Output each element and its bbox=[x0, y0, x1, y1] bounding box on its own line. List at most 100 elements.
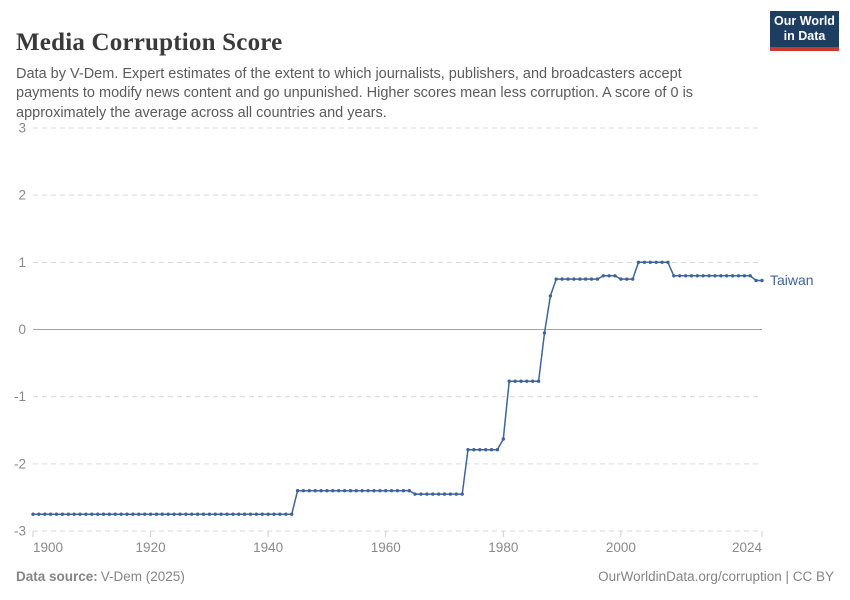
x-tick-label: 2000 bbox=[606, 540, 636, 555]
data-point bbox=[125, 512, 129, 516]
data-point bbox=[466, 448, 470, 452]
data-point bbox=[648, 260, 652, 264]
data-point bbox=[372, 489, 376, 493]
data-point bbox=[701, 274, 705, 278]
data-point bbox=[548, 294, 553, 298]
y-tick-label: 3 bbox=[18, 121, 26, 136]
y-tick-label: 2 bbox=[18, 188, 26, 203]
data-point bbox=[425, 492, 429, 496]
data-point bbox=[460, 492, 464, 496]
data-point bbox=[754, 278, 758, 283]
data-point bbox=[90, 512, 94, 516]
data-source-prefix: Data source: bbox=[16, 569, 98, 584]
data-point bbox=[201, 512, 206, 516]
data-point bbox=[190, 512, 194, 516]
data-point bbox=[448, 492, 453, 496]
x-tick-label: 1900 bbox=[33, 540, 63, 555]
data-point bbox=[578, 277, 582, 281]
data-point bbox=[695, 274, 699, 278]
data-point bbox=[248, 512, 253, 516]
logo-line1: Our World bbox=[774, 14, 835, 28]
owid-logo[interactable]: Our World in Data bbox=[770, 11, 839, 51]
data-point bbox=[72, 512, 76, 516]
data-point bbox=[295, 489, 300, 493]
data-point bbox=[566, 277, 570, 281]
data-point bbox=[266, 512, 270, 516]
data-point bbox=[713, 274, 717, 278]
data-point bbox=[760, 278, 764, 283]
data-point bbox=[348, 489, 353, 493]
data-point bbox=[672, 274, 676, 278]
data-point bbox=[290, 512, 294, 516]
data-point bbox=[395, 489, 400, 493]
data-point bbox=[519, 379, 523, 383]
data-point bbox=[143, 512, 147, 516]
data-point bbox=[531, 379, 535, 383]
data-point bbox=[513, 379, 517, 383]
data-point bbox=[154, 512, 159, 516]
data-point bbox=[166, 512, 170, 516]
data-point bbox=[654, 260, 658, 264]
data-point bbox=[678, 274, 682, 278]
data-point bbox=[619, 277, 623, 281]
data-point bbox=[96, 512, 100, 516]
data-point bbox=[307, 489, 311, 493]
data-point bbox=[707, 274, 711, 278]
data-point bbox=[489, 448, 494, 452]
data-point bbox=[337, 489, 341, 493]
series-end-label: Taiwan bbox=[770, 272, 814, 288]
data-point bbox=[84, 512, 88, 516]
x-tick-label: 1920 bbox=[136, 540, 166, 555]
data-point bbox=[366, 489, 370, 493]
data-point bbox=[172, 512, 176, 516]
data-point bbox=[184, 512, 188, 516]
data-point bbox=[636, 260, 641, 264]
data-point bbox=[472, 448, 476, 452]
data-point bbox=[719, 274, 723, 278]
data-point bbox=[242, 512, 247, 516]
data-point bbox=[101, 512, 106, 516]
data-point bbox=[554, 277, 558, 281]
data-point bbox=[60, 512, 65, 516]
data-point bbox=[419, 492, 423, 496]
data-point bbox=[683, 274, 688, 278]
data-point bbox=[736, 274, 741, 278]
data-point bbox=[572, 277, 576, 281]
data-point bbox=[54, 512, 59, 516]
data-point bbox=[178, 512, 182, 516]
data-point bbox=[542, 331, 547, 335]
data-point bbox=[407, 489, 411, 493]
data-point bbox=[354, 489, 358, 493]
data-point bbox=[148, 512, 153, 516]
data-point bbox=[689, 274, 694, 278]
data-point bbox=[625, 277, 629, 281]
data-point bbox=[601, 274, 605, 278]
data-point bbox=[342, 489, 347, 493]
data-point bbox=[507, 379, 511, 383]
data-point bbox=[301, 489, 306, 493]
data-point bbox=[78, 512, 82, 516]
data-point bbox=[278, 512, 282, 516]
data-point bbox=[231, 512, 235, 516]
data-point bbox=[583, 277, 588, 281]
data-point bbox=[442, 492, 447, 496]
data-point bbox=[237, 512, 241, 516]
data-point bbox=[284, 512, 288, 516]
data-point bbox=[595, 277, 600, 281]
data-point bbox=[666, 260, 670, 264]
data-point bbox=[195, 512, 200, 516]
credit-link[interactable]: OurWorldinData.org/corruption | CC BY bbox=[598, 569, 834, 584]
data-point bbox=[389, 489, 394, 493]
data-line bbox=[32, 261, 763, 515]
data-point bbox=[313, 489, 317, 493]
data-point bbox=[560, 277, 564, 281]
data-point bbox=[501, 437, 505, 441]
data-point bbox=[730, 274, 735, 278]
data-point bbox=[160, 512, 164, 516]
data-point bbox=[31, 512, 35, 516]
data-point bbox=[260, 512, 264, 516]
y-tick-label: -3 bbox=[14, 524, 26, 539]
data-point bbox=[525, 379, 529, 383]
data-point bbox=[360, 489, 364, 493]
data-point bbox=[437, 492, 441, 496]
